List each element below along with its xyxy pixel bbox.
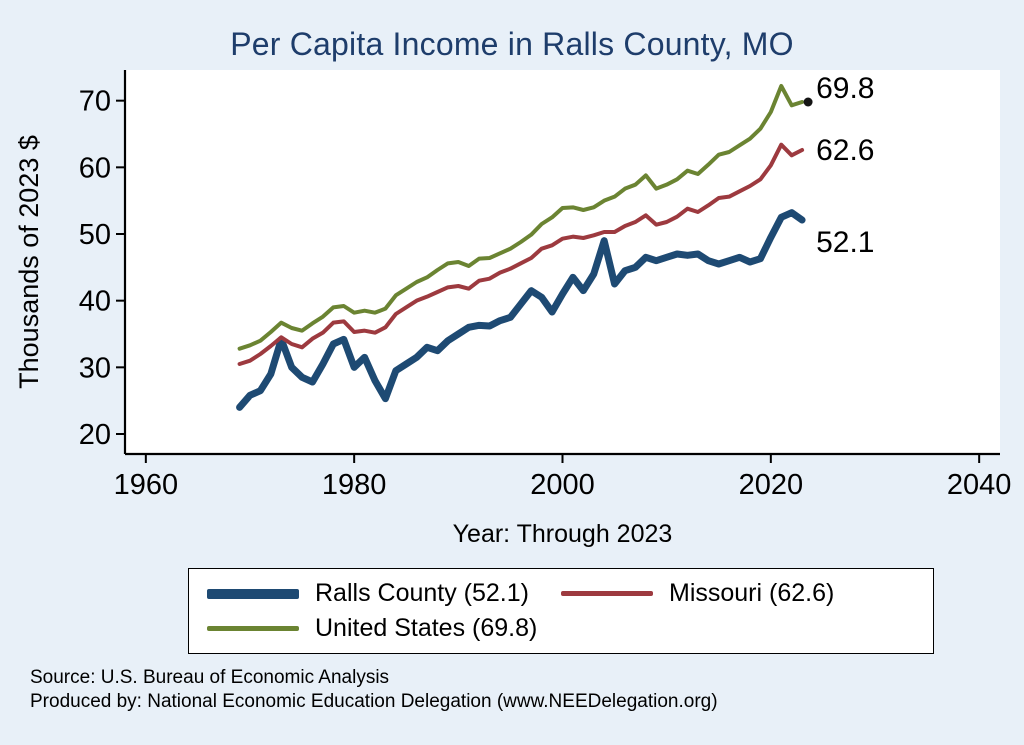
legend-swatch-missouri [561, 591, 653, 596]
series-line-united-states [237, 84, 805, 351]
legend-label-united-states: United States (69.8) [315, 614, 538, 642]
x-tick-label: 2020 [739, 469, 804, 501]
legend-item-united-states: United States (69.8) [207, 614, 561, 643]
series-line-ralls-county [236, 209, 806, 411]
produced-by-note: Produced by: National Economic Education… [30, 691, 718, 712]
legend-swatch-ralls-county [207, 588, 299, 599]
end-value-label-ralls-county: 52.1 [816, 226, 874, 259]
x-tick-label: 2040 [947, 469, 1012, 501]
x-tick-label: 1960 [114, 469, 179, 501]
x-tick-label: 1980 [322, 469, 387, 501]
legend-label-missouri: Missouri (62.6) [669, 579, 835, 607]
y-tick-label: 50 [79, 219, 111, 251]
x-axis-label: Year: Through 2023 [452, 520, 673, 548]
y-axis-label: Thousands of 2023 $ [14, 135, 44, 389]
end-value-label-missouri: 62.6 [816, 134, 874, 167]
legend-swatch-united-states [207, 626, 299, 631]
y-tick-label: 40 [79, 286, 111, 318]
plot-area [125, 70, 1000, 454]
y-tick-label: 70 [79, 86, 111, 118]
y-tick-label: 30 [79, 352, 111, 384]
legend-label-ralls-county: Ralls County (52.1) [315, 579, 529, 607]
legend: Ralls County (52.1) Missouri (62.6) Unit… [188, 568, 934, 654]
y-tick-label: 20 [79, 419, 111, 451]
last-point-marker [803, 97, 813, 107]
chart-plot: 20 30 40 50 60 70 1960 1980 2000 2020 2040 Thousand… [14, 70, 1012, 501]
x-tick-label: 2000 [530, 469, 595, 501]
y-tick-label: 60 [79, 152, 111, 184]
series-line-missouri [237, 142, 805, 366]
legend-item-missouri: Missouri (62.6) [561, 579, 915, 608]
legend-item-ralls-county: Ralls County (52.1) [207, 579, 561, 608]
end-value-label-united-states: 69.8 [816, 72, 874, 105]
chart-title: Per Capita Income in Ralls County, MO [230, 26, 794, 62]
footer-notes: Source: U.S. Bureau of Economic Analysis… [30, 666, 718, 714]
source-note: Source: U.S. Bureau of Economic Analysis [30, 667, 390, 688]
